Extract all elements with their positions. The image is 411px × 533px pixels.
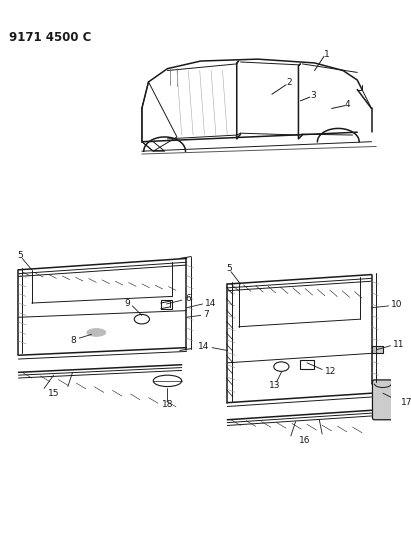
Text: 5: 5	[18, 251, 23, 260]
Text: 11: 11	[393, 340, 405, 349]
Ellipse shape	[87, 329, 106, 336]
Text: 5: 5	[226, 264, 232, 273]
Text: 18: 18	[162, 400, 173, 409]
Text: 7: 7	[203, 310, 209, 319]
Bar	[161, 300, 172, 309]
Text: 1: 1	[324, 50, 330, 59]
Text: 8: 8	[71, 336, 76, 344]
Text: 16: 16	[299, 436, 311, 445]
Text: 6: 6	[185, 294, 191, 303]
Bar	[372, 346, 383, 353]
Text: 9: 9	[125, 300, 130, 309]
Text: 14: 14	[198, 342, 209, 351]
Text: 3: 3	[310, 91, 316, 100]
Text: 2: 2	[286, 78, 292, 87]
Text: 17: 17	[401, 398, 411, 407]
FancyBboxPatch shape	[372, 380, 393, 420]
Text: 9171 4500 C: 9171 4500 C	[9, 31, 91, 44]
Text: 12: 12	[325, 367, 336, 376]
Text: 4: 4	[345, 100, 351, 109]
Text: 14: 14	[206, 298, 217, 308]
Text: 15: 15	[48, 389, 59, 398]
Bar	[300, 360, 314, 369]
Text: 10: 10	[391, 301, 403, 310]
Text: 13: 13	[269, 381, 280, 390]
